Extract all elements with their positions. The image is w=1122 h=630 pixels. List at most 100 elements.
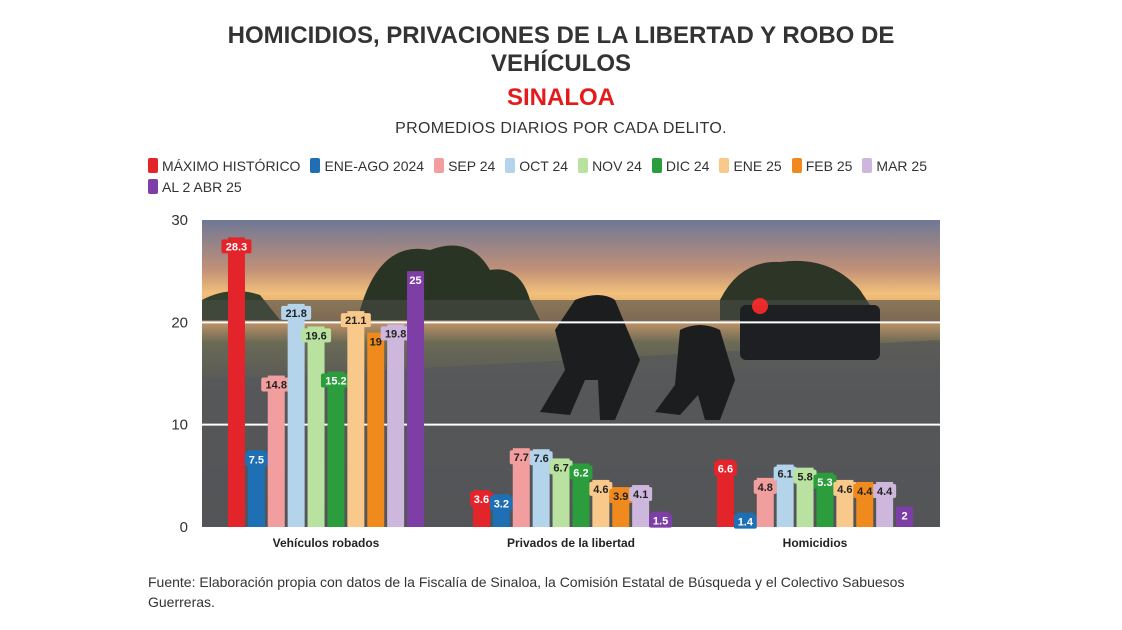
- data-label: 6.1: [778, 469, 793, 481]
- x-category-label: Privados de la libertad: [507, 536, 635, 550]
- bar: [287, 303, 305, 527]
- data-label: 5.3: [817, 477, 832, 489]
- legend-label: ENE 25: [733, 158, 782, 174]
- data-label-bg: [509, 450, 533, 465]
- data-label: 4.6: [593, 484, 608, 496]
- data-label: 2: [901, 511, 907, 523]
- data-label-bg: [549, 460, 573, 475]
- bar: [327, 371, 345, 527]
- data-label: 6.2: [573, 468, 588, 480]
- data-label: 1.5: [653, 516, 668, 528]
- legend-swatch: [310, 158, 321, 173]
- data-label-bg: [589, 481, 613, 496]
- legend-swatch: [434, 158, 445, 173]
- data-label-bg: [898, 508, 911, 523]
- data-label-bg: [813, 474, 837, 489]
- bar: [512, 448, 530, 527]
- data-label-bg: [713, 461, 737, 476]
- chart-title-region: SINALOA: [507, 84, 615, 111]
- bar: [227, 237, 245, 527]
- data-label-bg: [281, 305, 312, 320]
- data-label: 3.6: [474, 494, 489, 506]
- data-label: 21.8: [285, 308, 306, 320]
- chart-legend: MÁXIMO HISTÓRICO ENE-AGO 2024 SEP 24 OCT 24…: [148, 156, 968, 198]
- bar: [347, 311, 365, 527]
- data-label: 4.4: [877, 486, 893, 498]
- legend-label: MÁXIMO HISTÓRICO: [162, 158, 301, 174]
- legend-item: MÁXIMO HISTÓRICO: [148, 156, 300, 177]
- data-label: 7.7: [514, 452, 529, 464]
- data-label: 5.8: [797, 472, 812, 484]
- data-label-bg: [320, 373, 351, 388]
- data-label: 4.6: [837, 484, 852, 496]
- bar: [716, 459, 734, 527]
- chart-gridlines: [202, 321, 940, 426]
- legend-label: DIC 24: [665, 158, 710, 174]
- data-label-bg: [261, 377, 292, 392]
- data-label: 15.2: [325, 375, 346, 387]
- data-label: 4.1: [633, 489, 648, 501]
- x-category-label: Vehículos robados: [273, 536, 380, 550]
- legend-item: ENE 25: [719, 156, 782, 177]
- data-label: 21.1: [345, 315, 366, 327]
- legend-swatch: [791, 158, 802, 173]
- data-label-bg: [407, 273, 424, 288]
- data-label: 4.8: [758, 482, 773, 494]
- legend-item: MAR 25: [862, 156, 927, 177]
- data-label-bg: [380, 326, 411, 341]
- data-label-bg: [367, 334, 384, 349]
- legend-item: NOV 24: [578, 156, 642, 177]
- x-category-label: Homicidios: [783, 536, 848, 550]
- legend-swatch: [578, 158, 589, 173]
- bar: [367, 332, 385, 527]
- data-label-bg: [873, 483, 897, 498]
- bar: [552, 458, 570, 527]
- data-label-bg: [629, 487, 653, 502]
- data-label-bg: [609, 489, 633, 504]
- data-label-bg: [529, 451, 553, 466]
- data-label-bg: [469, 492, 493, 507]
- data-label: 6.7: [553, 462, 568, 474]
- data-label: 19.8: [385, 328, 406, 340]
- data-label-bg: [221, 239, 252, 254]
- chart-title-line1: HOMICIDIOS, PRIVACIONES DE LA LIBERTAD Y…: [227, 22, 895, 49]
- y-tick-label: 10: [171, 417, 188, 434]
- legend-label: NOV 24: [592, 158, 642, 174]
- bar: [387, 324, 405, 527]
- data-label: 3.2: [494, 498, 509, 510]
- data-label-bg: [301, 328, 332, 343]
- legend-label: ENE-AGO 2024: [324, 158, 425, 174]
- bar: [407, 271, 425, 527]
- data-label: 1.4: [738, 517, 754, 529]
- legend-item: OCT 24: [505, 156, 568, 177]
- data-label: 19.6: [305, 330, 326, 342]
- data-label-bg: [733, 514, 757, 529]
- chart-title-line2: VEHÍCULOS: [490, 50, 631, 77]
- chart-subtitle: PROMEDIOS DIARIOS POR CADA DELITO.: [395, 120, 727, 137]
- legend-label: FEB 25: [805, 158, 853, 174]
- legend-swatch: [719, 158, 730, 173]
- y-tick-label: 30: [171, 212, 188, 229]
- legend-swatch: [862, 158, 873, 173]
- data-label: 6.6: [718, 463, 733, 475]
- data-label: 25: [409, 275, 421, 287]
- data-label-bg: [489, 496, 513, 511]
- legend-item: FEB 25: [791, 156, 853, 177]
- data-label: 19: [370, 337, 382, 349]
- data-label-bg: [793, 469, 817, 484]
- data-label-bg: [753, 479, 777, 494]
- data-label-bg: [853, 483, 877, 498]
- y-tick-label: 20: [171, 314, 188, 331]
- legend-label: AL 2 ABR 25: [162, 179, 242, 195]
- legend-item: ENE-AGO 2024: [310, 156, 424, 177]
- legend-swatch: [148, 158, 158, 173]
- legend-item: AL 2 ABR 25: [148, 177, 242, 198]
- data-label: 3.9: [613, 491, 628, 503]
- legend-item: SEP 24: [434, 156, 495, 177]
- legend-label: MAR 25: [876, 158, 927, 174]
- data-label: 28.3: [226, 241, 247, 253]
- data-label-bg: [244, 452, 268, 467]
- data-label-bg: [340, 313, 371, 328]
